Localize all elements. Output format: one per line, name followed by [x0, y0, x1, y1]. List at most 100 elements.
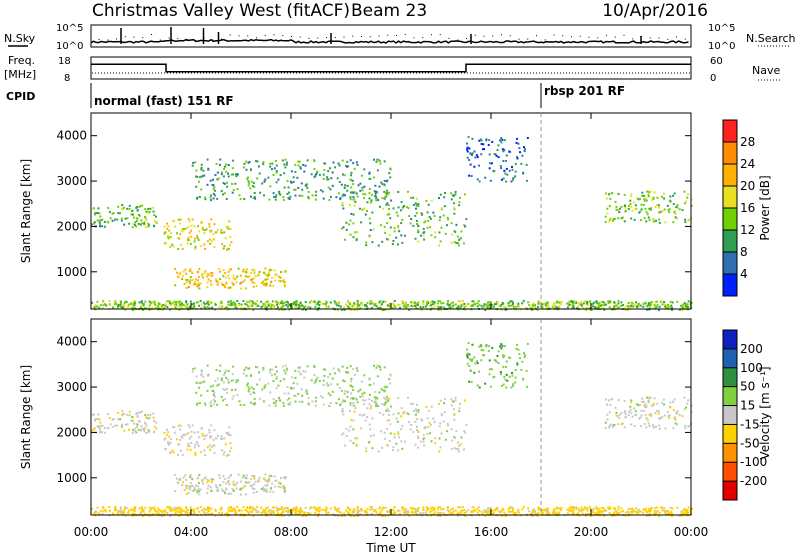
velocity-cell	[627, 508, 630, 511]
power-cell	[478, 303, 481, 306]
power-cell	[356, 303, 359, 306]
power-cell	[456, 235, 459, 238]
power-cell	[616, 306, 619, 309]
velocity-cell	[304, 511, 307, 514]
velocity-cell	[202, 510, 205, 513]
power-cell	[174, 284, 177, 287]
power-cell	[616, 209, 619, 212]
power-cell	[631, 209, 634, 212]
power-cell	[687, 219, 690, 222]
velocity-cell	[501, 507, 504, 510]
power-cell	[643, 216, 646, 219]
velocity-cell	[215, 368, 218, 371]
power-cell	[235, 173, 238, 176]
power-cell	[396, 214, 399, 217]
power-cell	[179, 218, 182, 221]
power-cell	[603, 308, 606, 311]
power-cell	[222, 182, 225, 185]
velocity-cell	[349, 509, 352, 512]
velocity-cell	[657, 412, 660, 415]
velocity-cell	[421, 419, 424, 422]
velocity-cell	[231, 489, 234, 492]
velocity-cell	[651, 424, 654, 427]
power-cell	[450, 302, 453, 305]
velocity-cell	[231, 388, 234, 391]
power-cell	[470, 175, 473, 178]
velocity-cell	[422, 440, 425, 443]
velocity-cell	[228, 483, 231, 486]
velocity-cell	[523, 356, 526, 359]
power-cell	[420, 212, 423, 215]
power-cell	[206, 286, 209, 289]
velocity-cell	[264, 510, 267, 513]
velocity-cell	[369, 407, 372, 410]
power-cell	[368, 192, 371, 195]
velocity-cell	[307, 403, 310, 406]
velocity-cell	[653, 397, 656, 400]
power-cell	[648, 218, 651, 221]
velocity-cell	[356, 437, 359, 440]
velocity-cell	[603, 514, 606, 517]
velocity-cell	[484, 511, 487, 514]
power-cell	[552, 305, 555, 308]
power-cell	[450, 306, 453, 309]
power-cell	[97, 219, 100, 222]
velocity-cell	[123, 507, 126, 510]
velocity-cell	[670, 510, 673, 513]
power-cell	[627, 208, 630, 211]
power-cell	[164, 303, 167, 306]
velocity-cell	[342, 413, 345, 416]
y-tick-label: 1000	[56, 265, 87, 279]
power-cell	[200, 163, 203, 166]
velocity-cell	[218, 511, 221, 514]
power-cell	[210, 240, 213, 243]
power-cell	[443, 196, 446, 199]
velocity-cell	[325, 506, 328, 509]
velocity-cell	[283, 487, 286, 490]
velocity-colorbar-swatch	[723, 424, 737, 444]
velocity-cell	[558, 511, 561, 514]
noise-search-dot	[667, 38, 669, 40]
velocity-cell	[299, 373, 302, 376]
power-cell	[272, 192, 275, 195]
power-cell	[106, 220, 109, 223]
power-cell	[112, 212, 115, 215]
power-cell	[644, 197, 647, 200]
power-cell	[307, 306, 310, 309]
velocity-cell	[393, 510, 396, 513]
velocity-cell	[214, 380, 217, 383]
velocity-cell	[613, 512, 616, 515]
velocity-cell	[176, 507, 179, 510]
power-cell	[232, 301, 235, 304]
velocity-cell	[93, 427, 96, 430]
power-cell	[324, 162, 327, 165]
power-cell	[322, 162, 325, 165]
velocity-cell	[292, 387, 295, 390]
power-cell	[571, 306, 574, 309]
power-cell	[529, 307, 532, 310]
velocity-cell	[616, 415, 619, 418]
velocity-cell	[223, 371, 226, 374]
power-cell	[454, 303, 457, 306]
velocity-cell	[139, 411, 142, 414]
velocity-cell	[379, 430, 382, 433]
velocity-cell	[639, 425, 642, 428]
velocity-cell	[481, 354, 484, 357]
power-cell	[315, 190, 318, 193]
power-cell	[460, 303, 463, 306]
power-cell	[281, 308, 284, 311]
power-cell	[144, 207, 147, 210]
power-cell	[236, 275, 239, 278]
power-cell	[382, 207, 385, 210]
power-cell	[663, 197, 666, 200]
power-cell	[428, 215, 431, 218]
power-cell	[117, 212, 120, 215]
velocity-cell	[91, 507, 94, 510]
noise-search-dot	[536, 35, 537, 37]
velocity-cell	[531, 509, 534, 512]
velocity-cell	[249, 374, 252, 377]
velocity-cell	[653, 512, 656, 515]
power-cell	[673, 192, 676, 195]
velocity-cell	[492, 511, 495, 514]
velocity-cell	[254, 403, 257, 406]
